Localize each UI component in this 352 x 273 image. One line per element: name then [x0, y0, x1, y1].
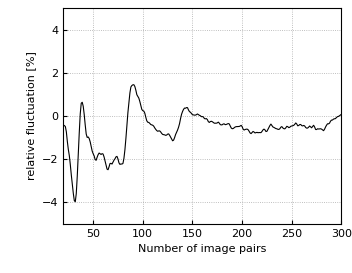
Y-axis label: relative fluctuation [%]: relative fluctuation [%] — [26, 52, 37, 180]
X-axis label: Number of image pairs: Number of image pairs — [138, 244, 266, 254]
